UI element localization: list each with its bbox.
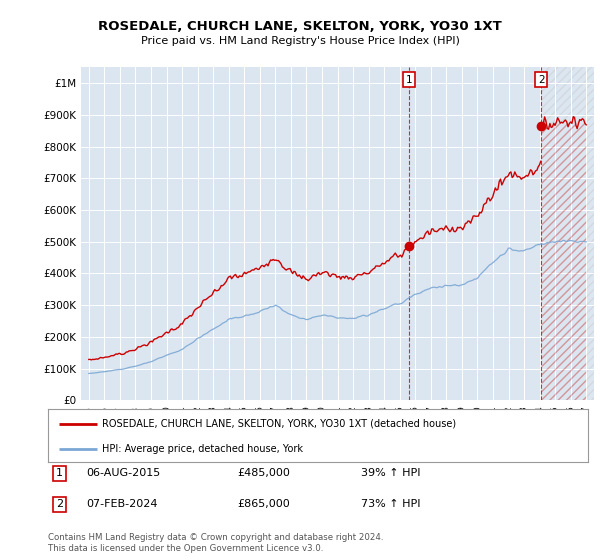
Text: 07-FEB-2024: 07-FEB-2024: [86, 500, 157, 509]
Text: Price paid vs. HM Land Registry's House Price Index (HPI): Price paid vs. HM Land Registry's House …: [140, 36, 460, 46]
Text: 2: 2: [538, 75, 544, 85]
Text: HPI: Average price, detached house, York: HPI: Average price, detached house, York: [102, 444, 303, 454]
Text: £485,000: £485,000: [237, 469, 290, 478]
Text: 73% ↑ HPI: 73% ↑ HPI: [361, 500, 421, 509]
Text: Contains HM Land Registry data © Crown copyright and database right 2024.
This d: Contains HM Land Registry data © Crown c…: [48, 533, 383, 553]
Text: 2: 2: [56, 500, 63, 509]
Text: ROSEDALE, CHURCH LANE, SKELTON, YORK, YO30 1XT: ROSEDALE, CHURCH LANE, SKELTON, YORK, YO…: [98, 20, 502, 32]
Text: 1: 1: [406, 75, 412, 85]
Text: £865,000: £865,000: [237, 500, 290, 509]
Text: ROSEDALE, CHURCH LANE, SKELTON, YORK, YO30 1XT (detached house): ROSEDALE, CHURCH LANE, SKELTON, YORK, YO…: [102, 419, 456, 429]
Text: 06-AUG-2015: 06-AUG-2015: [86, 469, 160, 478]
Text: 39% ↑ HPI: 39% ↑ HPI: [361, 469, 421, 478]
Text: 1: 1: [56, 469, 63, 478]
